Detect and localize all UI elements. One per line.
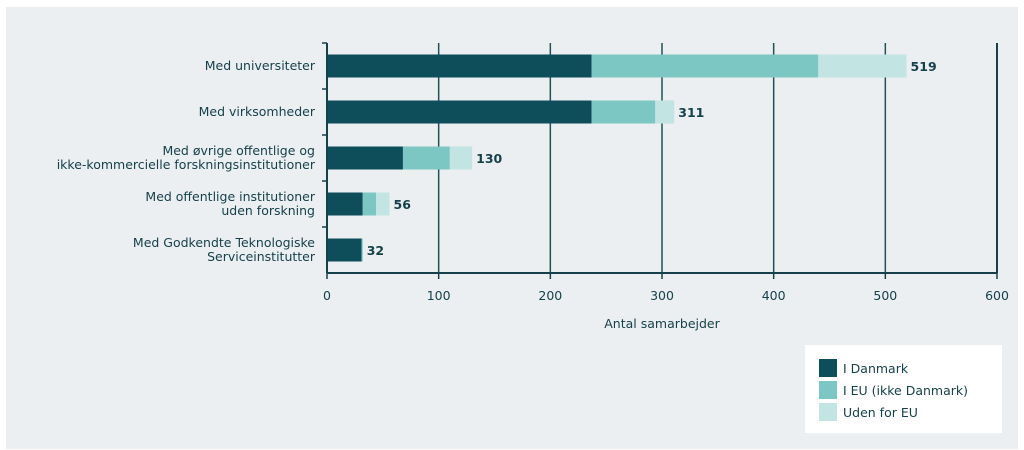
legend-item-uden-for-eu: Uden for EU xyxy=(819,403,918,421)
x-tick-label: 100 xyxy=(427,288,451,303)
bar-segment xyxy=(327,100,592,124)
bar-segment xyxy=(449,146,473,170)
labels-layer: 0 100 200 300 400 500 600 519 Med universiteter 3… xyxy=(57,58,1009,303)
total-label: 311 xyxy=(678,105,704,120)
bar-segment xyxy=(655,100,675,124)
legend-label-i-danmark: I Danmark xyxy=(843,360,909,376)
category-label: Med øvrige offentlige og xyxy=(162,143,315,158)
bar-segment xyxy=(327,192,363,216)
x-tick-label: 400 xyxy=(762,288,786,303)
total-label: 56 xyxy=(394,197,412,212)
x-tick-label: 200 xyxy=(538,288,562,303)
bars-layer xyxy=(327,54,907,262)
x-tick-label: 600 xyxy=(985,288,1009,303)
category-label: Med Godkendte Teknologiske xyxy=(133,235,315,250)
category-label: ikke-kommercielle forskningsinstitutione… xyxy=(57,157,316,172)
axis-layer xyxy=(322,42,998,279)
bar-segment xyxy=(591,54,819,78)
total-label: 32 xyxy=(367,243,384,258)
bar-segment xyxy=(591,100,656,124)
legend-swatch-uden-for-eu xyxy=(819,403,837,421)
bar-segment xyxy=(327,146,403,170)
category-label: Med universiteter xyxy=(205,58,316,73)
category-label: uden forskning xyxy=(221,203,315,218)
x-tick-label: 500 xyxy=(873,288,897,303)
legend-item-i-eu: I EU (ikke Danmark) xyxy=(819,381,968,399)
legend: I Danmark I EU (ikke Danmark) Uden for E… xyxy=(805,345,1002,433)
legend-label-uden-for-eu: Uden for EU xyxy=(843,404,918,420)
x-axis-title: Antal samarbejder xyxy=(604,316,720,331)
grid-layer xyxy=(437,43,887,273)
legend-swatch-i-eu xyxy=(819,381,837,399)
x-tick-label: 0 xyxy=(323,288,331,303)
category-label: Med virksomheder xyxy=(199,104,316,119)
category-label: Med offentlige institutioner xyxy=(145,189,315,204)
x-tick-label: 300 xyxy=(650,288,674,303)
bar-segment xyxy=(327,54,592,78)
bar-segment xyxy=(361,238,363,262)
bar-segment xyxy=(327,238,362,262)
category-label: Serviceinstitutter xyxy=(207,249,316,264)
total-label: 519 xyxy=(911,59,937,74)
bar-segment xyxy=(402,146,450,170)
bar-segment xyxy=(818,54,907,78)
total-label: 130 xyxy=(476,151,502,166)
bar-segment xyxy=(376,192,390,216)
legend-swatch-i-danmark xyxy=(819,359,837,377)
legend-item-i-danmark: I Danmark xyxy=(819,359,908,377)
legend-label-i-eu: I EU (ikke Danmark) xyxy=(843,382,969,398)
bar-segment xyxy=(362,192,377,216)
